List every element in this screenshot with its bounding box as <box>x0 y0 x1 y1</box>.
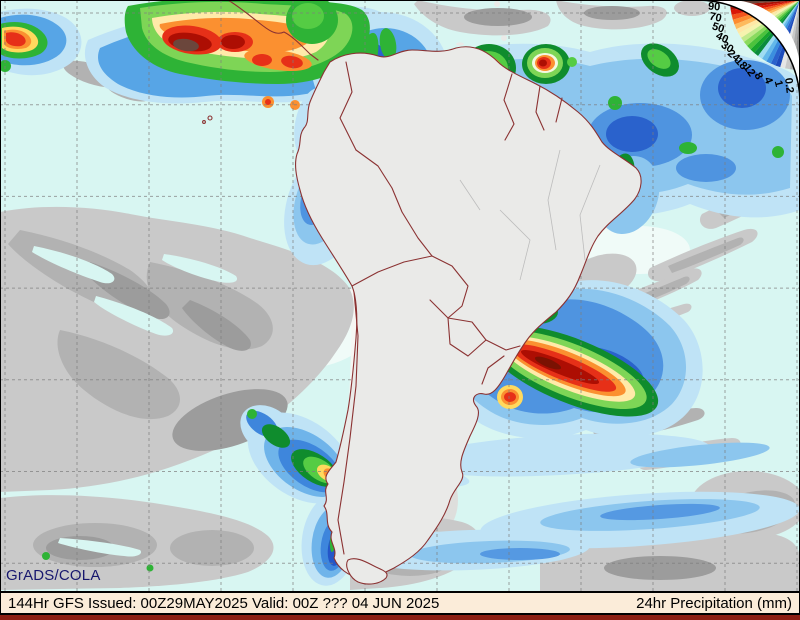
grads-credit: GrADS/COLA <box>6 567 101 584</box>
svg-text:0.2: 0.2 <box>782 77 796 94</box>
svg-text:30: 30 <box>719 39 736 56</box>
legend-outer-arc <box>696 0 800 104</box>
legend-label-band <box>697 0 800 103</box>
border-layer <box>202 0 642 585</box>
svg-text:40: 40 <box>714 30 730 46</box>
status-bar: 144Hr GFS Issued: 00Z29MAY2025 Valid: 00… <box>0 592 800 614</box>
forecast-info-text: 144Hr GFS Issued: 00Z29MAY2025 Valid: 00… <box>8 594 440 612</box>
bottom-maroon-strip <box>0 614 800 620</box>
andes-highlight <box>340 288 358 518</box>
svg-text:4: 4 <box>761 76 775 87</box>
product-name-text: 24hr Precipitation (mm) <box>636 594 792 612</box>
map-area: 90 70 50 40 30 24 18 12 8 4 1 0.2 GrADS/COLA <box>0 0 800 592</box>
svg-text:12: 12 <box>741 62 758 79</box>
svg-text:70: 70 <box>708 11 722 25</box>
svg-text:90: 90 <box>708 1 721 14</box>
svg-text:50: 50 <box>710 20 725 35</box>
svg-text:1: 1 <box>772 79 785 88</box>
svg-text:8: 8 <box>751 71 764 82</box>
